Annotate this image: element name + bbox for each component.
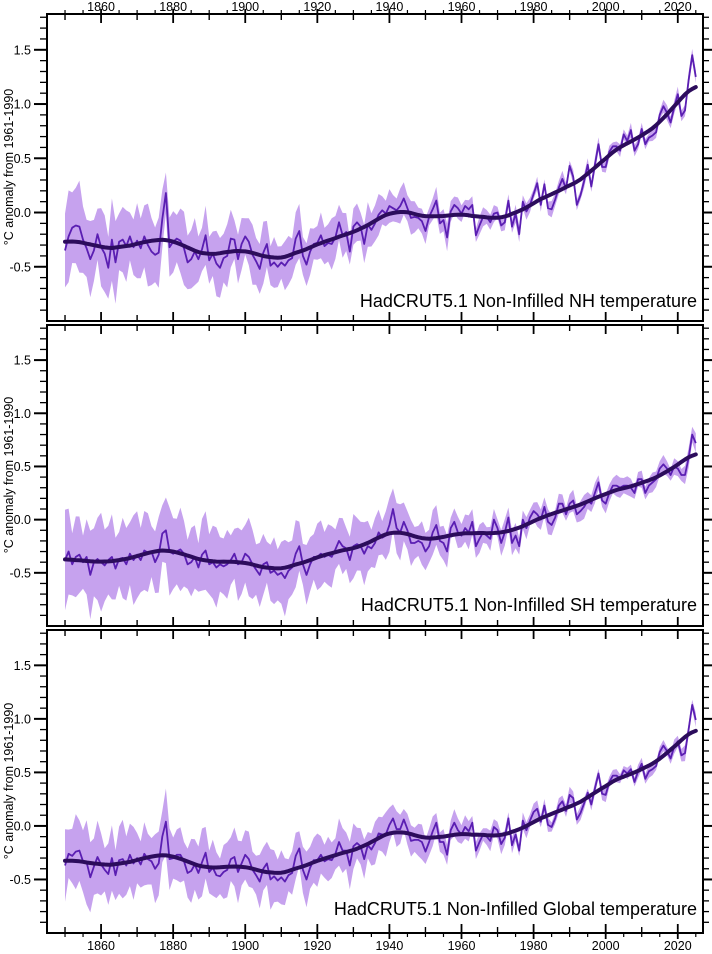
plot-area xyxy=(63,48,698,304)
y-axis-label-sh: °C anomaly from 1961-1990 xyxy=(2,397,16,554)
x-tick-label: 1860 xyxy=(87,939,115,953)
ticks xyxy=(34,631,712,939)
y-tick-label: 1.0 xyxy=(14,712,31,726)
x-tick-label: 1980 xyxy=(520,939,548,953)
y-tick-label: 0.5 xyxy=(14,152,31,166)
x-tick-label: 1900 xyxy=(231,939,259,953)
x-tick-label: 1920 xyxy=(303,0,331,14)
annual-anomaly-line xyxy=(64,704,697,883)
y-tick-label: 1.0 xyxy=(14,98,31,112)
y-tick-label: 0.0 xyxy=(14,819,31,833)
x-tick-label: 1940 xyxy=(376,939,404,953)
y-tick-label: 0.5 xyxy=(14,766,31,780)
panel-nh: -0.5 0.0 0.5 1.0 1.5 xyxy=(9,9,712,322)
x-tick-label: 1960 xyxy=(448,0,476,14)
y-tick-label: 0.5 xyxy=(14,460,31,474)
plot-frame xyxy=(46,13,704,322)
smoothed-line xyxy=(63,728,698,875)
x-tick-label: 1960 xyxy=(448,939,476,953)
y-tick-label: 1.5 xyxy=(14,43,31,57)
x-tick-label: 1880 xyxy=(159,0,187,14)
y-tick-label: -0.5 xyxy=(9,873,31,887)
panel-global: -0.5 0.0 0.5 1.0 1.5 xyxy=(9,629,712,939)
y-tick-labels: -0.5 0.0 0.5 1.0 1.5 xyxy=(9,659,31,887)
y-axis-label-global: °C anomaly from 1961-1990 xyxy=(2,703,16,860)
y-tick-label: 1.5 xyxy=(14,354,31,368)
smoothed-line xyxy=(63,452,698,571)
y-tick-label: -0.5 xyxy=(9,260,31,274)
ticks xyxy=(34,9,712,320)
x-tick-label: 1860 xyxy=(87,0,115,14)
y-tick-label: 1.0 xyxy=(14,407,31,421)
panel-title-sh: HadCRUT5.1 Non-Infilled SH temperature xyxy=(361,595,697,615)
y-tick-label: -0.5 xyxy=(9,566,31,580)
annual-anomaly-line xyxy=(64,54,697,270)
y-tick-label: 0.0 xyxy=(14,206,31,220)
x-tick-label: 2000 xyxy=(592,0,620,14)
x-tick-label: 1940 xyxy=(376,0,404,14)
x-tick-label: 2000 xyxy=(592,939,620,953)
x-tick-label: 1920 xyxy=(303,939,331,953)
x-tick-label: 2020 xyxy=(664,939,692,953)
top-x-tick-labels: 1860 1880 1900 1920 1940 1960 1980 2000 2020 xyxy=(87,0,692,14)
x-tick-label: 1980 xyxy=(520,0,548,14)
smoothed-line xyxy=(63,85,698,260)
panel-title-global: HadCRUT5.1 Non-Infilled Global temperatu… xyxy=(334,899,697,919)
panel-sh: -0.5 0.0 0.5 1.0 1.5 xyxy=(9,324,712,627)
y-tick-labels: -0.5 0.0 0.5 1.0 1.5 xyxy=(9,354,31,581)
x-tick-label: 1880 xyxy=(159,939,187,953)
y-axis-label-nh: °C anomaly from 1961-1990 xyxy=(2,89,16,246)
plot-frame xyxy=(46,324,704,627)
ticks xyxy=(34,326,712,625)
plot-area xyxy=(63,426,698,620)
uncertainty-band xyxy=(65,48,696,304)
x-tick-label: 2020 xyxy=(664,0,692,14)
y-tick-label: 0.0 xyxy=(14,513,31,527)
y-tick-labels: -0.5 0.0 0.5 1.0 1.5 xyxy=(9,43,31,274)
plot-frame xyxy=(46,629,704,934)
bottom-x-tick-labels: 1860 1880 1900 1920 1940 1960 1980 2000 2020 xyxy=(87,939,692,953)
y-tick-label: 1.5 xyxy=(14,659,31,673)
plot-area xyxy=(63,699,698,913)
uncertainty-band xyxy=(65,699,696,913)
panel-title-nh: HadCRUT5.1 Non-Infilled NH temperature xyxy=(360,291,697,311)
x-tick-label: 1900 xyxy=(231,0,259,14)
uncertainty-band xyxy=(65,426,696,620)
